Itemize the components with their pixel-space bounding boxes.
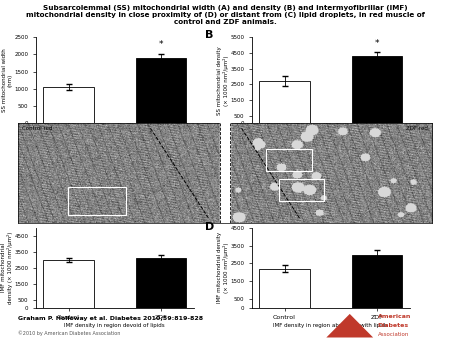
Bar: [220, 123, 230, 223]
Bar: [43, 260, 94, 308]
Text: Association: Association: [378, 332, 409, 337]
Text: Control red: Control red: [22, 126, 53, 131]
Bar: [266, 149, 312, 171]
Text: *: *: [159, 41, 163, 49]
Text: Graham P. Holloway et al. Diabetes 2010;59:819-828: Graham P. Holloway et al. Diabetes 2010;…: [18, 316, 203, 321]
Text: Diabetes: Diabetes: [378, 323, 409, 328]
Y-axis label: IMF mitochondrial density
(× 1000 nm²/µm²): IMF mitochondrial density (× 1000 nm²/µm…: [217, 232, 229, 304]
Text: D: D: [205, 222, 214, 232]
Bar: [351, 255, 402, 308]
Text: ZDF red: ZDF red: [406, 126, 428, 131]
Bar: [259, 81, 310, 123]
Y-axis label: SS mitochondrial density
(× 1000 nm²/µm²): SS mitochondrial density (× 1000 nm²/µm²…: [217, 46, 229, 115]
Text: *: *: [375, 39, 379, 48]
Bar: [43, 87, 94, 123]
Bar: [135, 258, 186, 308]
X-axis label: IMF density in region abundant with lipids: IMF density in region abundant with lipi…: [273, 323, 388, 328]
Text: ©2010 by American Diabetes Association: ©2010 by American Diabetes Association: [18, 331, 121, 336]
Y-axis label: IMF mitochondrial
density (× 1000 nm²/µm²): IMF mitochondrial density (× 1000 nm²/µm…: [1, 232, 13, 304]
Y-axis label: SS mitochondrial width
(nm): SS mitochondrial width (nm): [2, 48, 13, 112]
Bar: [68, 187, 126, 215]
Polygon shape: [326, 314, 373, 337]
Bar: [351, 56, 402, 123]
Bar: [279, 179, 324, 201]
Text: American: American: [378, 314, 411, 319]
Bar: [135, 58, 186, 123]
Text: Subsarcolemmal (SS) mitochondrial width (A) and density (B) and intermyofibrilla: Subsarcolemmal (SS) mitochondrial width …: [26, 5, 424, 25]
Bar: [259, 269, 310, 308]
X-axis label: IMF density in region devoid of lipids: IMF density in region devoid of lipids: [64, 323, 165, 328]
Text: B: B: [205, 30, 213, 40]
